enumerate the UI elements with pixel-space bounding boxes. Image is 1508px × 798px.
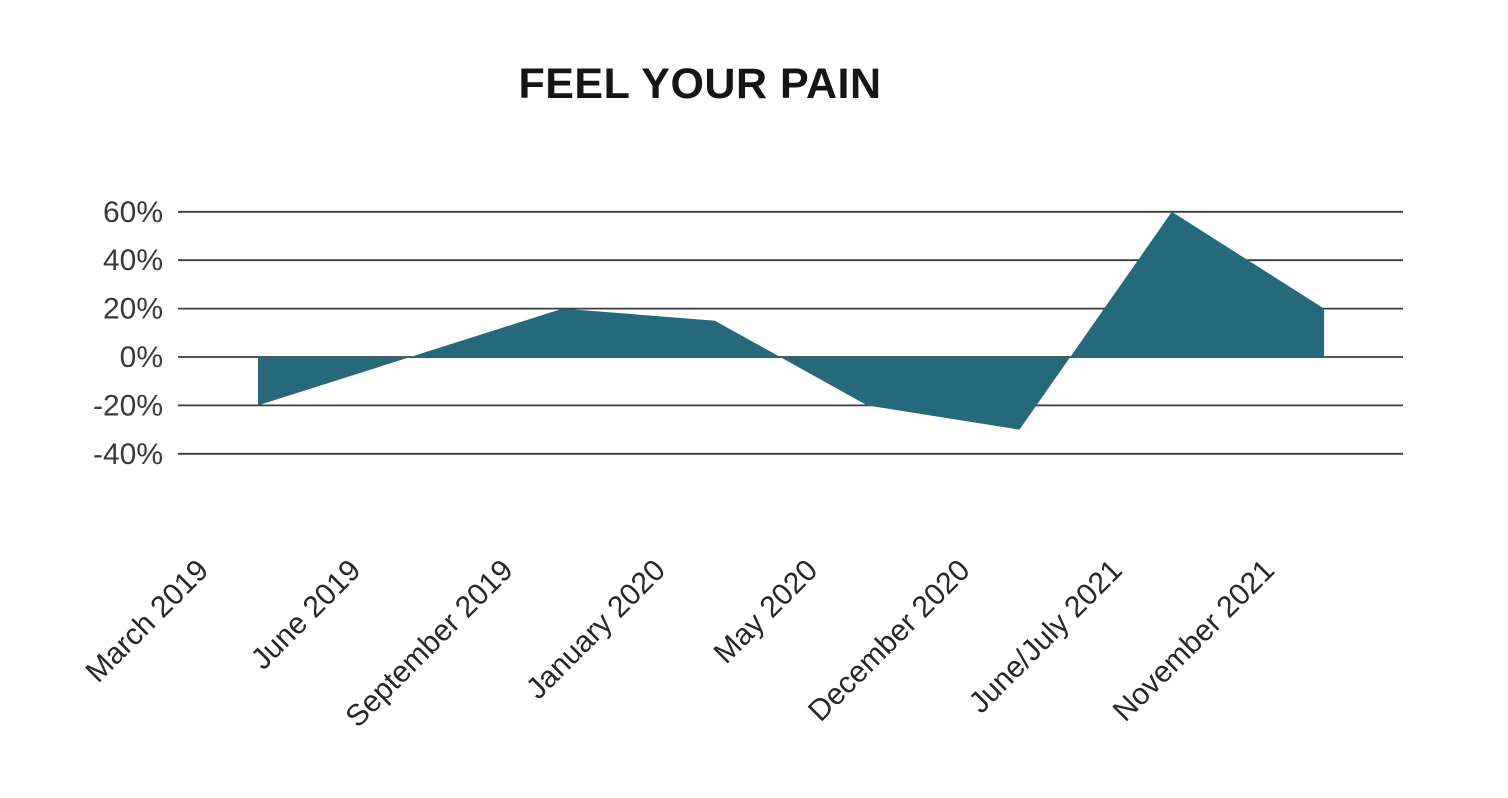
x-axis-category-label: March 2019 (80, 554, 215, 689)
x-axis-category-label: May 2020 (708, 554, 824, 670)
y-axis-tick-label: 0% (120, 341, 163, 374)
x-axis-category-label: December 2020 (802, 554, 976, 728)
y-axis-tick-label: -20% (93, 389, 163, 422)
x-axis-category-label: January 2020 (520, 554, 672, 706)
x-axis-category-label: September 2019 (339, 554, 519, 734)
chart-title: FEEL YOUR PAIN (518, 60, 882, 108)
x-axis-category-label: June 2019 (245, 554, 367, 676)
y-axis-tick-label: 20% (103, 293, 163, 326)
y-axis-tick-label: 60% (103, 196, 163, 229)
x-axis-category-label: November 2021 (1107, 554, 1281, 728)
y-axis-tick-label: -40% (93, 438, 163, 471)
x-axis-category-label: June/July 2021 (963, 554, 1129, 720)
area-series (258, 211, 1325, 430)
y-axis-tick-label: 40% (103, 244, 163, 277)
